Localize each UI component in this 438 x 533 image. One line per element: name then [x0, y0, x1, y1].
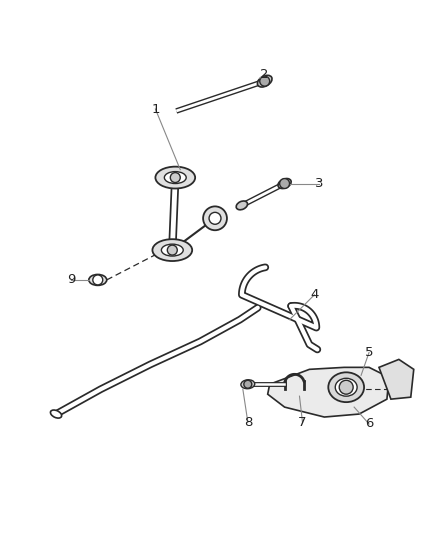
Ellipse shape: [89, 274, 107, 285]
Ellipse shape: [50, 410, 62, 418]
Text: 9: 9: [67, 273, 75, 286]
Circle shape: [203, 206, 227, 230]
Ellipse shape: [152, 239, 192, 261]
Text: 7: 7: [298, 416, 307, 429]
Ellipse shape: [335, 378, 357, 396]
Circle shape: [209, 212, 221, 224]
Circle shape: [339, 380, 353, 394]
Text: 3: 3: [315, 177, 324, 190]
Text: 2: 2: [261, 68, 269, 80]
Text: 4: 4: [310, 288, 318, 301]
Circle shape: [93, 275, 103, 285]
Circle shape: [170, 173, 180, 182]
Polygon shape: [268, 367, 389, 417]
Circle shape: [260, 76, 270, 86]
Text: 5: 5: [365, 346, 373, 359]
Circle shape: [244, 380, 252, 388]
Circle shape: [279, 179, 290, 189]
Ellipse shape: [278, 179, 291, 189]
Text: 6: 6: [365, 417, 373, 431]
Text: 1: 1: [151, 102, 160, 116]
Ellipse shape: [161, 244, 183, 256]
Polygon shape: [379, 359, 414, 399]
Ellipse shape: [236, 201, 247, 210]
Circle shape: [167, 245, 177, 255]
Ellipse shape: [155, 167, 195, 189]
Ellipse shape: [328, 373, 364, 402]
Ellipse shape: [164, 172, 186, 183]
Ellipse shape: [258, 75, 272, 87]
Text: 8: 8: [244, 416, 252, 429]
Ellipse shape: [241, 379, 255, 389]
